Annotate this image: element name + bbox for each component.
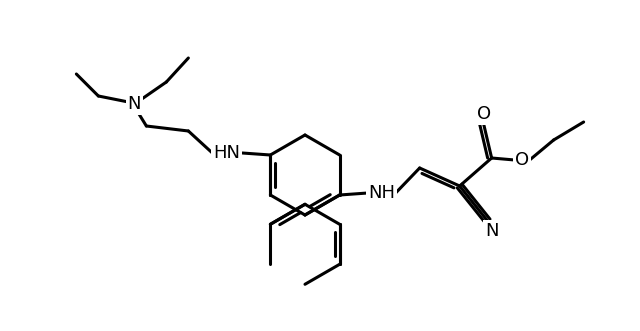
Text: O: O [515, 151, 529, 169]
Text: HN: HN [213, 144, 240, 162]
Text: N: N [485, 222, 499, 240]
Text: O: O [477, 105, 491, 123]
Text: NH: NH [368, 184, 395, 202]
Text: N: N [127, 95, 141, 113]
